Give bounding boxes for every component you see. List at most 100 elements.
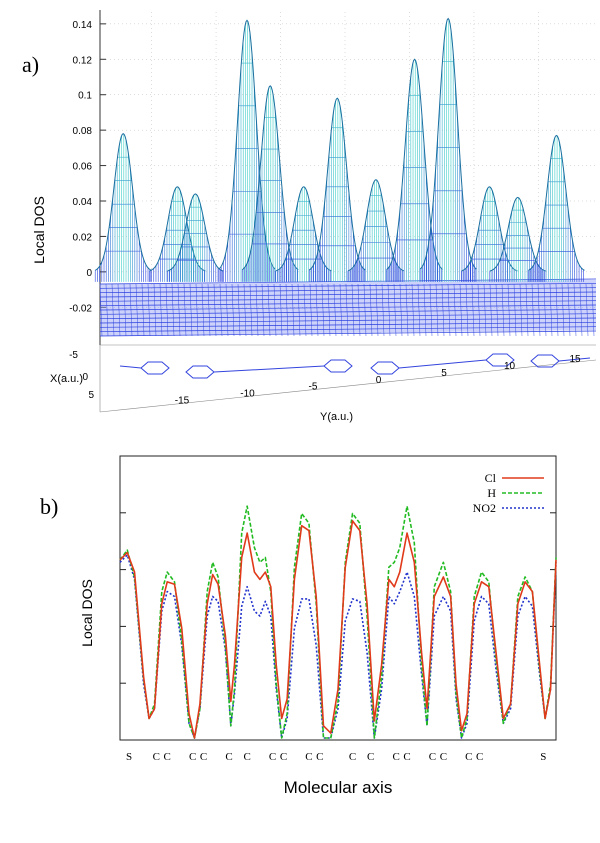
y-tick-label: 15 [569,354,581,365]
y-axis-label-b: Local DOS [79,579,95,647]
surface-peak [461,186,518,282]
peak-outline [218,19,276,270]
series-line-h [119,505,557,739]
floor-mesh-col [237,283,241,337]
series-lines [119,505,557,739]
floor-mesh-col [429,283,433,337]
peak-outline [308,97,366,271]
floor-mesh-col [159,283,163,337]
ring-outline [485,353,515,367]
floor-mesh-col [579,283,583,337]
ring-outline [370,361,400,375]
surface-peak [167,193,224,282]
panel-label-b: b) [40,494,58,519]
floor-mesh-row [99,308,597,315]
surface-peak [241,85,299,282]
atom-label: C [269,751,276,763]
atom-label: C [403,751,410,763]
floor-mesh-col [411,283,415,337]
floor-mesh-row [99,313,597,320]
atom-label: C [189,751,196,763]
peak-outline [528,134,585,271]
y-tick-labels: -15 -10 -5 0 5 10 15 [175,354,581,406]
y-axis-label-a: Y(a.u.) [320,411,353,423]
floor-mesh-col [549,283,553,337]
surface-peak [489,196,546,282]
floor-mesh-col [327,283,331,337]
floor-mesh-col [393,283,397,337]
surface-peak [308,97,366,282]
floor-mesh-col [465,283,469,337]
floor-mesh-col [243,283,247,337]
surface-frame [99,10,597,413]
floor-mesh-col [267,283,271,337]
floor-mesh-col [375,283,379,337]
floor-mesh-col [573,283,577,337]
floor-mesh-col [537,283,541,337]
floor-mesh-col [477,283,481,337]
floor-mesh-col [171,283,175,337]
floor-mesh-col [501,283,505,337]
floor-mesh-col [525,283,529,337]
floor-mesh-col [135,283,139,337]
floor-mesh-col [417,283,421,337]
z-tick-labels: 0.14 0.12 0.1 0.08 0.06 0.04 0.02 0 -0.02 [69,20,92,314]
ring-outline [185,365,215,379]
floor-mesh-col [339,283,343,337]
floor-mesh-col [189,283,193,337]
z-tick-label: 0.1 [78,91,92,102]
bond-line [558,357,591,362]
atom-label: C [349,751,356,763]
y-tick-label: 5 [441,368,447,379]
z-tick-label: 0.12 [73,55,93,66]
floor-mesh-col [441,283,445,337]
panel-label-a: a) [22,52,39,77]
floor-mesh-col [213,283,217,337]
atom-label: C [476,751,483,763]
floor-mesh-col [147,283,151,337]
molecule-projection [119,353,591,379]
floor-mesh-col [207,283,211,337]
floor-mesh-col [99,283,103,337]
ring-outline [140,361,170,375]
z-tick-label: 0.04 [73,197,93,208]
z-tick-label: -0.02 [69,303,92,314]
floor-mesh-col [321,283,325,337]
floor-mesh-col [495,283,499,337]
atom-label: C [243,751,250,763]
floor-mesh-col [591,283,595,337]
floor-mesh-col [351,283,355,337]
atom-label: S [540,751,546,763]
floor-mesh-col [489,283,493,337]
surface-mesh [94,17,585,282]
floor-mesh-col [105,283,109,337]
floor-mesh-col [357,283,361,337]
floor-mesh-col [231,283,235,337]
floor-mesh-col [483,283,487,337]
floor-mesh-col [129,283,133,337]
legend-label: NO2 [473,501,496,515]
floor-mesh-col [447,283,451,337]
floor-mesh-col [471,283,475,337]
y-tick-label: -15 [175,395,190,406]
floor-mesh-col [369,283,373,337]
floor-mesh-col [333,283,337,337]
bond-line [213,365,325,373]
surface-peak [419,17,477,282]
atom-label: C [164,751,171,763]
surface-floor [99,278,597,337]
floor-mesh-col [405,283,409,337]
floor-mesh-row [99,326,597,333]
floor-mesh-col [291,283,295,337]
peak-outline [94,133,152,271]
floor-mesh-col [387,283,391,337]
z-tick-label: 0.08 [73,126,93,137]
surface-peak [149,186,206,282]
surface-peak [528,134,585,282]
atom-label: C [429,751,436,763]
x-axis-label-a: X(a.u.) [50,373,83,385]
floor-mesh-col [423,283,427,337]
floor-mesh-col [381,283,385,337]
floor-mesh-row [99,304,597,311]
legend-label: Cl [485,471,497,485]
